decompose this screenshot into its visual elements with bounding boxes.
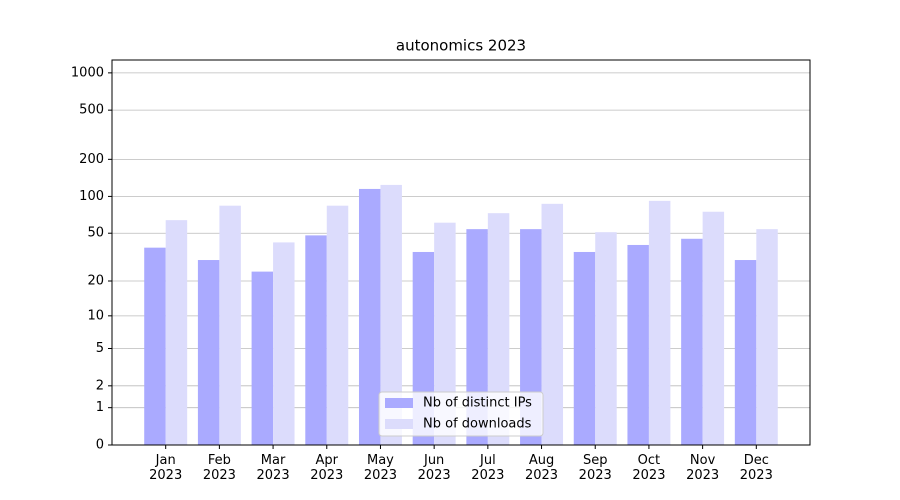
bar [541, 203, 564, 445]
y-tick-label: 1 [96, 400, 104, 415]
bar [251, 271, 274, 445]
y-tick-label: 100 [79, 189, 104, 204]
x-tick-label: Jun 2023 [417, 453, 451, 483]
bar [627, 244, 649, 445]
bar [756, 229, 778, 445]
bar [573, 251, 596, 445]
x-tick-label: Dec 2023 [739, 453, 773, 483]
bar [681, 238, 703, 445]
bar [219, 205, 241, 445]
bar [358, 188, 381, 445]
bar [487, 213, 510, 445]
legend-swatch [385, 419, 413, 429]
y-tick-label: 20 [87, 274, 104, 289]
bar [380, 184, 402, 445]
legend-label: Nb of distinct IPs [423, 396, 532, 411]
bar [305, 235, 327, 445]
x-tick-label: Oct 2023 [632, 453, 666, 483]
y-tick-label: 5 [96, 341, 104, 356]
y-tick-label: 0 [96, 438, 104, 453]
bar [165, 220, 188, 445]
x-tick-label: Jul 2023 [471, 453, 505, 483]
bar [273, 242, 295, 445]
bar [520, 229, 542, 445]
bar [702, 211, 725, 445]
x-tick-label: Feb 2023 [202, 453, 236, 483]
bar [326, 205, 349, 445]
y-tick-label: 10 [87, 308, 104, 323]
chart-title: autonomics 2023 [396, 37, 526, 55]
bar [648, 200, 671, 445]
bar [734, 260, 757, 445]
bar [595, 232, 617, 445]
x-tick-label: Mar 2023 [256, 453, 290, 483]
x-tick-label: Apr 2023 [310, 453, 344, 483]
y-tick-label: 2 [96, 378, 104, 393]
legend-box [378, 391, 544, 437]
x-tick-label: Jan 2023 [149, 453, 183, 483]
y-tick-label: 50 [87, 226, 104, 241]
legend-label: Nb of downloads [423, 417, 532, 432]
x-tick-label: Nov 2023 [686, 453, 720, 483]
x-tick-label: Aug 2023 [524, 453, 559, 483]
x-tick-label: Sep 2023 [578, 453, 612, 483]
axes-frame [111, 59, 811, 446]
bar [197, 260, 220, 445]
bar [434, 222, 456, 445]
y-tick-label: 500 [79, 103, 104, 118]
bar [466, 229, 488, 445]
legend-swatch [385, 398, 413, 408]
y-tick-label: 200 [79, 152, 104, 167]
x-tick-label: May 2023 [363, 453, 397, 483]
bar [144, 247, 166, 445]
y-tick-label: 1000 [71, 65, 104, 80]
